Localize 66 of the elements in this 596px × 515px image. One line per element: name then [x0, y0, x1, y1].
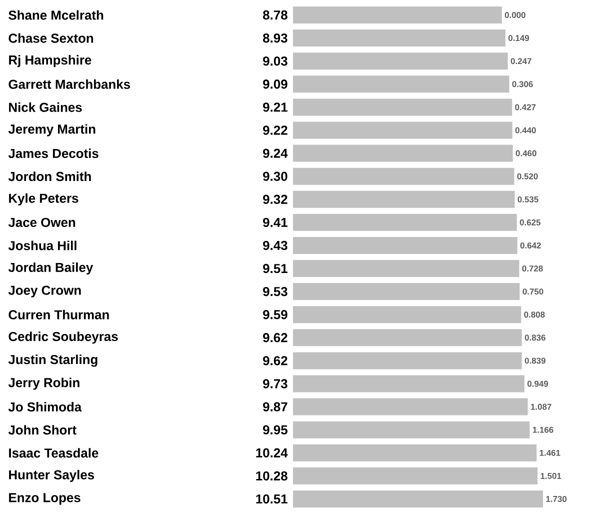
y-tick-label: Jace Owen [8, 218, 76, 228]
annotation: 1.501 [540, 472, 562, 479]
y-tick-label: Jordan Bailey [8, 262, 94, 275]
y-tick-label: Joshua Hill [8, 240, 76, 250]
data-label: 9.53 [263, 286, 288, 296]
annotation: 0.247 [510, 58, 532, 64]
y-tick-label: Jeremy Martin [8, 124, 96, 136]
annotation: 0.836 [524, 334, 546, 341]
y-tick-label: Enzo Lopes [9, 493, 80, 505]
data-label: 8.78 [263, 10, 288, 20]
data-label: 9.09 [263, 80, 288, 89]
data-label: 9.24 [263, 148, 288, 158]
data-label: 9.03 [263, 56, 288, 66]
data-label: 9.30 [263, 172, 288, 181]
data-label: 9.51 [263, 264, 288, 274]
y-tick-label: Kyle Peters [9, 193, 78, 206]
annotation: 0.000 [504, 12, 526, 18]
y-tick-label: Shane Mcelrath [8, 10, 104, 20]
data-label: 9.62 [263, 333, 288, 342]
annotation: 0.949 [527, 380, 548, 387]
annotation: 0.808 [524, 312, 545, 318]
annotation: 0.520 [517, 173, 538, 180]
annotation: 0.427 [515, 104, 536, 110]
data-label: 9.62 [263, 356, 288, 366]
data-label: 9.59 [263, 310, 288, 320]
annotation: 0.750 [522, 288, 544, 295]
annotation: 0.839 [524, 358, 546, 364]
data-label: 9.41 [263, 218, 288, 228]
y-tick-label: Jo Shimoda [8, 402, 82, 412]
annotation: 0.728 [522, 266, 543, 272]
annotation: 1.461 [540, 450, 560, 456]
annotation: 1.087 [531, 404, 552, 410]
data-label: 10.28 [256, 471, 288, 481]
y-tick-label: Isaac Teasdale [9, 448, 98, 458]
annotation: 0.535 [518, 196, 538, 202]
y-tick-label: Curren Thurman [8, 310, 109, 320]
annotation: 1.730 [546, 496, 567, 502]
data-label: 9.95 [263, 425, 288, 434]
data-label: 8.93 [263, 33, 288, 43]
y-tick-label: John Short [8, 425, 76, 435]
y-tick-label: Rj Hampshire [9, 55, 92, 68]
y-tick-label: Garrett Marchbanks [8, 79, 130, 89]
y-tick-label: Nick Gaines [9, 102, 82, 112]
y-tick-label: Hunter Sayles [9, 470, 94, 482]
y-tick-label: Jordon Smith [8, 172, 91, 182]
data-label: 10.51 [256, 494, 288, 504]
data-label: 9.32 [263, 194, 288, 204]
data-label: 10.24 [256, 448, 288, 458]
y-tick-label: James Decotis [8, 148, 98, 158]
annotation: 1.166 [532, 426, 554, 433]
y-tick-label: Justin Starling [8, 354, 98, 367]
annotation: 0.149 [508, 35, 529, 42]
data-label: 9.21 [263, 102, 288, 112]
y-tick-label: Cedric Soubeyras [8, 332, 118, 344]
data-label: 9.22 [263, 126, 288, 135]
data-label: 9.43 [263, 240, 288, 250]
y-tick-label: Chase Sexton [8, 33, 94, 43]
y-tick-label: Joey Crown [8, 286, 81, 298]
annotation: 0.306 [512, 81, 533, 88]
y-tick-label: Jerry Robin [8, 378, 80, 390]
annotation: 0.460 [516, 150, 536, 156]
annotation: 0.440 [515, 127, 536, 134]
annotation: 0.642 [520, 242, 541, 248]
data-label: 9.87 [263, 402, 288, 412]
annotation: 0.625 [520, 219, 540, 226]
data-label: 9.73 [263, 379, 288, 388]
